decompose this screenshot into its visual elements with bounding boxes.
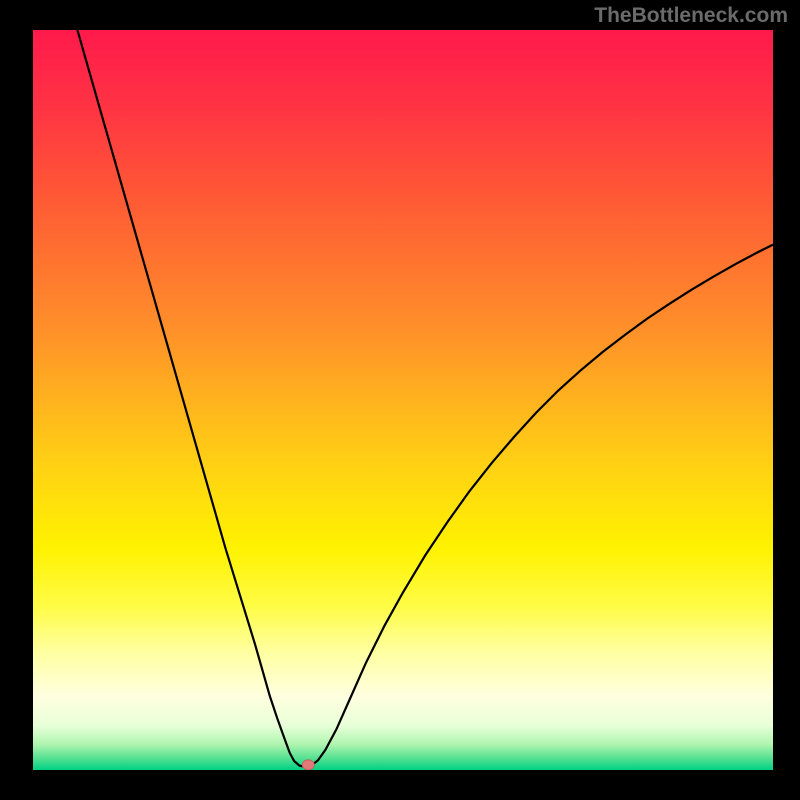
minimum-marker — [302, 760, 314, 770]
watermark-text: TheBottleneck.com — [594, 4, 788, 28]
curve-layer — [33, 30, 773, 770]
chart-plot-area — [33, 30, 773, 770]
bottleneck-curve — [77, 30, 773, 767]
